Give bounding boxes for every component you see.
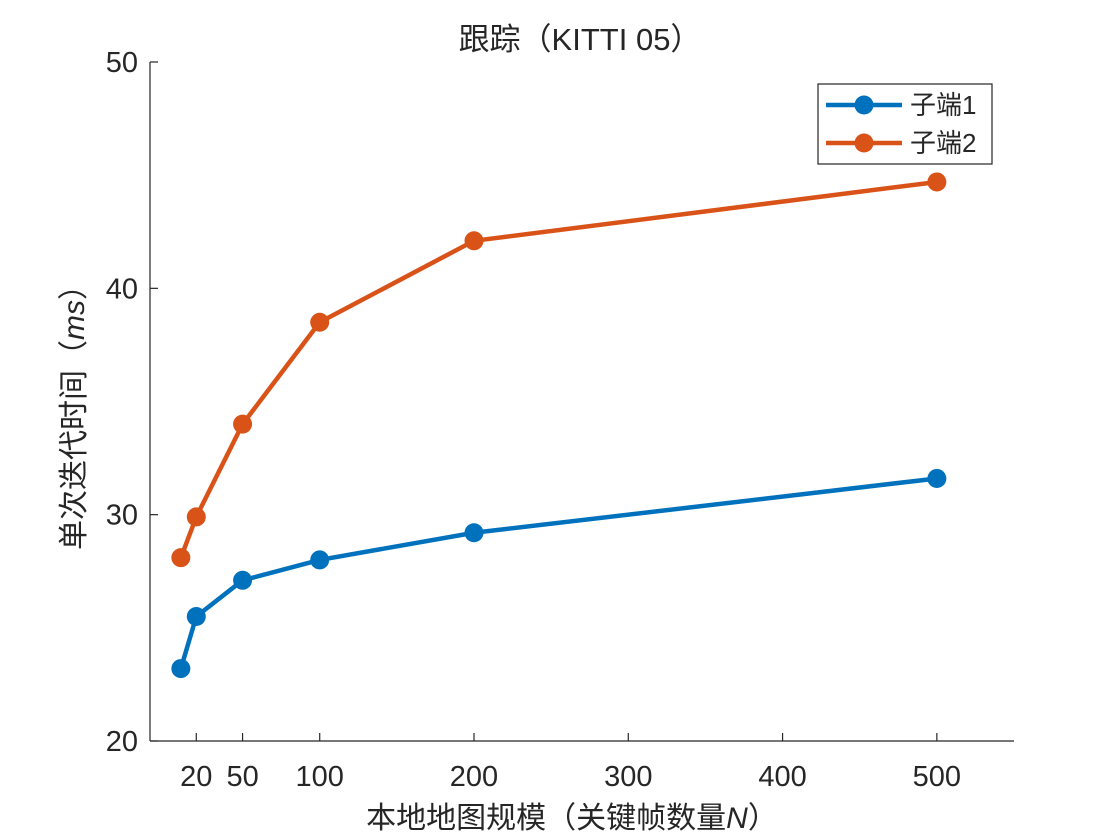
series-1-point [171, 659, 191, 679]
y-tick-label: 50 [106, 47, 138, 79]
series-2-line [178, 179, 938, 559]
series-1-point [927, 468, 947, 488]
series-1 [171, 468, 947, 679]
series-2-point [927, 172, 947, 192]
y-axis-title-unit: ms [58, 300, 91, 340]
x-tick-label: 500 [913, 761, 961, 793]
series-1-point [186, 607, 206, 627]
series-1-point [310, 550, 330, 570]
legend-item-2: 子端2 [826, 128, 976, 158]
legend-label: 子端1 [910, 90, 976, 120]
chart-title: 跟踪（KITTI 05） [459, 22, 702, 57]
y-ticks: 20 30 40 50 [106, 47, 158, 758]
series-2-point [233, 414, 253, 434]
x-tick-label: 100 [296, 761, 344, 793]
legend-label: 子端2 [910, 128, 976, 158]
series-1-point [464, 523, 484, 543]
x-axis-title-prefix: 本地地图规模（关键帧数量 [366, 802, 726, 835]
series-1-point [233, 570, 253, 590]
x-ticks: 20 50 100 200 300 400 500 [180, 733, 961, 793]
legend-box [817, 83, 993, 165]
y-tick-label: 30 [106, 500, 138, 532]
x-tick-label: 20 [180, 761, 212, 793]
y-tick-label: 40 [106, 273, 138, 305]
x-tick-label: 50 [226, 761, 258, 793]
x-axis-title-variable: N [726, 802, 748, 835]
legend-item-1: 子端1 [826, 90, 976, 120]
y-tick-label: 20 [106, 726, 138, 758]
x-axis-title: 本地地图规模（关键帧数量N） [366, 802, 778, 835]
legend-marker [854, 95, 874, 115]
series-2-point [171, 548, 191, 568]
axes [149, 62, 1014, 742]
series-2-point [186, 507, 206, 527]
x-axis-title-suffix: ） [748, 802, 778, 835]
series-1-line [178, 476, 938, 670]
y-axis-title-prefix: 单次迭代时间（ [58, 340, 91, 550]
x-tick-label: 400 [758, 761, 806, 793]
series-layer [171, 172, 947, 679]
series-2-point [464, 231, 484, 251]
y-axis-title: 单次迭代时间（ms） [58, 270, 91, 550]
legend-marker [854, 133, 874, 153]
x-tick-label: 300 [604, 761, 652, 793]
x-tick-label: 200 [450, 761, 498, 793]
y-axis-title-suffix: ） [58, 270, 91, 300]
series-2 [171, 172, 947, 568]
series-2-point [310, 312, 330, 332]
